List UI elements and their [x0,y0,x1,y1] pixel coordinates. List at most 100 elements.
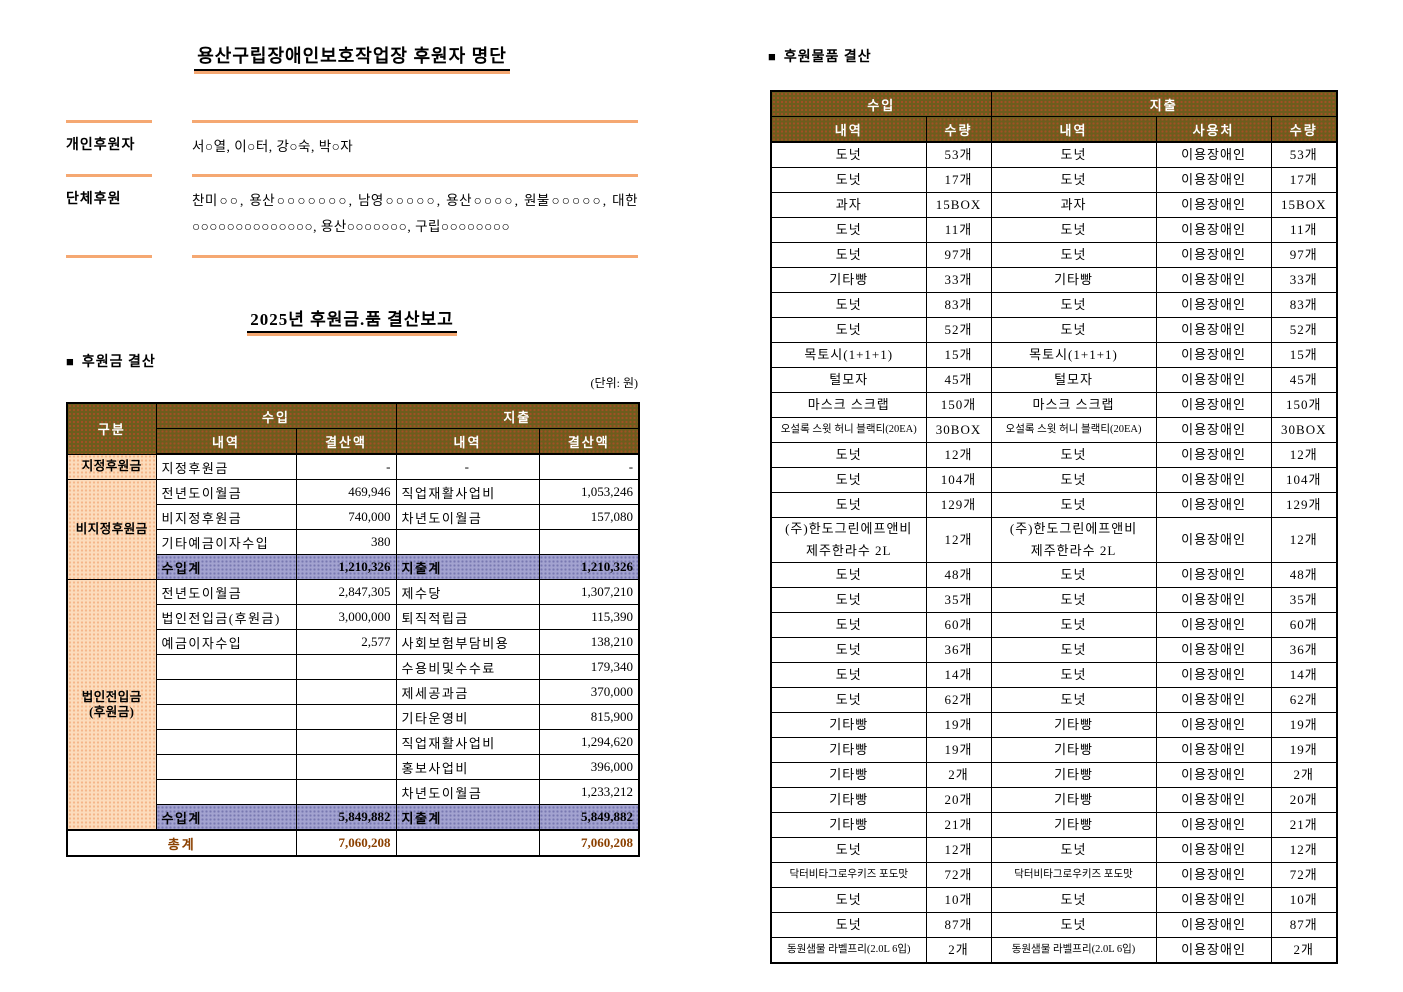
goods-table-row: 도넛 62개 도넛 이용장애인 62개 [770,687,1338,713]
money-amount-cell: 115,390 [538,604,640,630]
goods-income-item-cell: 도넛 [770,887,927,913]
goods-expense-item-cell: 기타빵 [990,267,1157,293]
goods-income-item-cell: 도넛 [770,662,927,688]
goods-income-item-cell: 도넛 [770,217,927,243]
goods-income-qty-cell: 60개 [925,612,992,638]
money-item-cell [155,679,297,705]
goods-expense-item-cell: 도넛 [990,292,1157,318]
goods-user-cell: 이용장애인 [1155,267,1272,293]
money-amount-cell: 469,946 [295,479,397,505]
goods-user-cell: 이용장애인 [1155,812,1272,838]
money-item-cell: 차년도이월금 [395,779,540,805]
goods-income-item-cell: 도넛 [770,292,927,318]
goods-table-row: 도넛 12개 도넛 이용장애인 12개 [770,442,1338,468]
goods-expense-item-cell: 기타빵 [990,712,1157,738]
goods-user-cell: 이용장애인 [1155,492,1272,518]
money-item-cell: 직업재활사업비 [395,729,540,755]
goods-income-item-cell: 기타빵 [770,762,927,788]
goods-income-qty-cell: 33개 [925,267,992,293]
goods-income-qty-cell: 104개 [925,467,992,493]
money-table-row: 비지정후원금 전년도이월금 469,946 직업재활사업비 1,053,246 [66,479,640,580]
money-amount-cell: 1,210,326 [295,554,397,580]
goods-table-row: 도넛 87개 도넛 이용장애인 87개 [770,912,1338,938]
donor-label-individual: 개인후원자 [66,120,152,174]
goods-income-qty-cell: 12개 [925,442,992,468]
goods-user-cell: 이용장애인 [1155,887,1272,913]
section-money-label: 후원금 결산 [81,355,156,370]
goods-table-row: 기타빵 19개 기타빵 이용장애인 19개 [770,737,1338,763]
goods-expense-qty-cell: 87개 [1270,912,1338,938]
goods-expense-qty-cell: 19개 [1270,712,1338,738]
goods-user-cell: 이용장애인 [1155,141,1272,168]
donor-table: 개인후원자 서○열, 이○터, 강○숙, 박○자 단체후원 찬미○○, 용산○○… [66,120,638,258]
goods-expense-item-cell: 목토시(1+1+1) [990,342,1157,368]
money-item-cell: 사회보험부담비용 [395,629,540,655]
goods-table-row: 도넛 129개 도넛 이용장애인 129개 [770,492,1338,518]
money-table-row: 수입계 1,210,326 지출계 1,210,326 [67,554,640,580]
money-item-cell [155,754,297,780]
goods-expense-qty-cell: 36개 [1270,637,1338,663]
goods-expense-qty-cell: 30BOX [1270,417,1338,443]
goods-user-cell: 이용장애인 [1155,417,1272,443]
money-amount-cell: 3,000,000 [295,604,397,630]
money-amount-cell: 1,233,212 [538,779,640,805]
money-item-cell [155,779,297,805]
goods-income-item-cell: 목토시(1+1+1) [770,342,927,368]
goods-income-item-cell: 과자 [770,192,927,218]
money-total-row: 총계 7,060,208 7,060,208 [66,829,640,857]
goods-table-row: 기타빵 33개 기타빵 이용장애인 33개 [770,267,1338,293]
goods-expense-qty-cell: 12개 [1270,837,1338,863]
col-header-income-amount: 결산액 [295,428,397,455]
goods-income-item-cell: 기타빵 [770,712,927,738]
goods-user-cell: 이용장애인 [1155,562,1272,588]
goods-user-cell: 이용장애인 [1155,467,1272,493]
goods-income-item-cell: 동원샘물 라벨프리(2.0L 6입) [770,937,927,964]
goods-expense-qty-cell: 62개 [1270,687,1338,713]
report-title: 2025년 후원금.품 결산보고 [66,305,638,333]
goods-income-item-cell: 도넛 [770,317,927,343]
goods-income-qty-cell: 2개 [925,937,992,964]
goods-user-cell: 이용장애인 [1155,862,1272,888]
goods-expense-qty-cell: 60개 [1270,612,1338,638]
money-amount-cell [295,754,397,780]
money-amount-cell: 815,900 [538,704,640,730]
money-table-row: 제세공과금 370,000 [67,679,640,705]
donor-label-group: 단체후원 [66,174,152,255]
money-item-cell: 기타예금이자수입 [155,529,297,555]
goods-table-row: 털모자 45개 털모자 이용장애인 45개 [770,367,1338,393]
goods-expense-item-cell: 과자 [990,192,1157,218]
goods-expense-qty-cell: 83개 [1270,292,1338,318]
goods-expense-item-cell: 도넛 [990,492,1157,518]
donor-value-individual: 서○열, 이○터, 강○숙, 박○자 [192,120,638,174]
goods-expense-qty-cell: 10개 [1270,887,1338,913]
col-header-gubun: 구분 [66,402,157,455]
goods-user-cell: 이용장애인 [1155,517,1272,563]
money-item-cell: 지출계 [395,554,540,580]
goods-table-row: 도넛 35개 도넛 이용장애인 35개 [770,587,1338,613]
goods-expense-qty-cell: 150개 [1270,392,1338,418]
money-item-cell: - [395,453,540,480]
goods-income-item-cell: 도넛 [770,612,927,638]
money-item-cell [155,654,297,680]
money-table-row: 기타운영비 815,900 [67,704,640,730]
goods-expense-item-cell: 도넛 [990,637,1157,663]
goods-user-cell: 이용장애인 [1155,587,1272,613]
goods-income-qty-cell: 45개 [925,367,992,393]
money-item-cell: 직업재활사업비 [395,479,540,505]
money-amount-cell: 1,307,210 [538,579,640,605]
money-amount-cell: 1,053,246 [538,479,640,505]
goods-income-qty-cell: 21개 [925,812,992,838]
goods-income-item-cell: 도넛 [770,637,927,663]
report-title-text: 2025년 후원금.품 결산보고 [247,305,457,333]
goods-income-item-cell: 도넛 [770,167,927,193]
money-amount-cell: 179,340 [538,654,640,680]
goods-income-qty-cell: 11개 [925,217,992,243]
money-amount-cell: 380 [295,529,397,555]
goods-income-qty-cell: 36개 [925,637,992,663]
goods-expense-qty-cell: 15개 [1270,342,1338,368]
goods-expense-item-cell: (주)한도그린에프앤비 제주한라수 2L [990,517,1157,563]
col-header-expense-detail: 내역 [395,428,540,455]
goods-table-row: 오설록 스윗 허니 블랙티(20EA) 30BOX 오설록 스윗 허니 블랙티(20… [770,417,1338,443]
goods-table-row: 도넛 83개 도넛 이용장애인 83개 [770,292,1338,318]
goods-income-qty-cell: 48개 [925,562,992,588]
